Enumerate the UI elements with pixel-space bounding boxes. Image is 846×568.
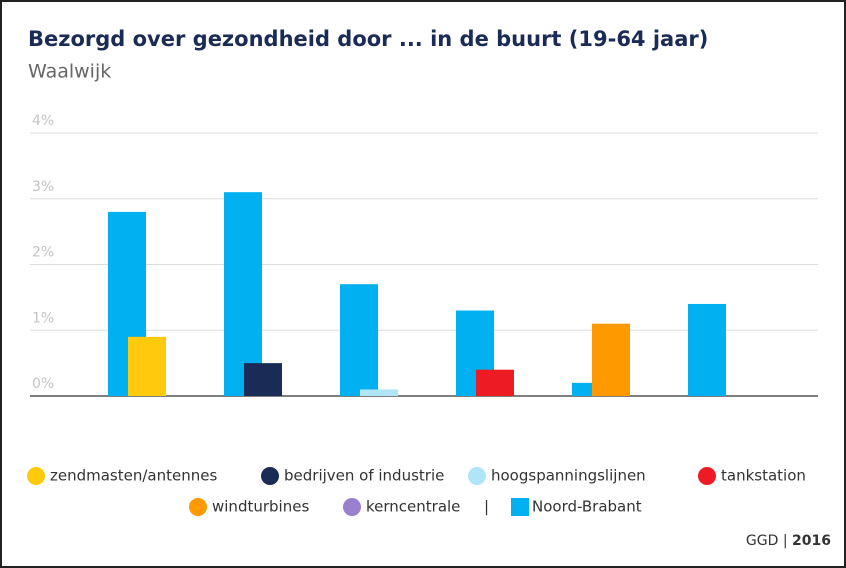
legend-swatch	[468, 467, 486, 485]
legend-swatch	[511, 498, 529, 516]
y-tick-label: 2%	[32, 245, 54, 261]
bar	[224, 192, 262, 396]
legend-label: zendmasten/antennes	[50, 467, 217, 485]
source: GGD | 2016	[746, 533, 831, 549]
y-tick-label: 1%	[32, 310, 54, 326]
source-separator: |	[783, 533, 788, 549]
legend-swatch	[698, 467, 716, 485]
bar	[128, 336, 166, 396]
bar	[244, 363, 282, 396]
legend-separator: |	[484, 498, 489, 516]
bar	[476, 369, 514, 396]
bar	[340, 284, 378, 396]
chart-subtitle: Waalwijk	[28, 61, 111, 83]
legend-label: hoogspanningslijnen	[491, 467, 646, 485]
legend-label: tankstation	[721, 467, 806, 485]
chart-title: Bezorgd over gezondheid door ... in de b…	[28, 27, 708, 51]
legend-swatch	[343, 498, 361, 516]
legend-swatch	[189, 498, 207, 516]
legend-label: Noord-Brabant	[532, 498, 642, 516]
y-tick-label: 3%	[32, 179, 54, 195]
y-tick-label: 0%	[32, 376, 54, 392]
bar	[360, 389, 398, 396]
bar	[592, 323, 630, 396]
source-year: 2016	[792, 533, 831, 549]
legend-label: bedrijven of industrie	[284, 467, 444, 485]
legend-label: windturbines	[212, 498, 309, 516]
source-name: GGD	[746, 533, 778, 549]
bar	[688, 303, 726, 396]
legend-swatch	[261, 467, 279, 485]
legend-label: kerncentrale	[366, 498, 460, 516]
legend-swatch	[27, 467, 45, 485]
y-tick-label: 4%	[32, 113, 54, 129]
